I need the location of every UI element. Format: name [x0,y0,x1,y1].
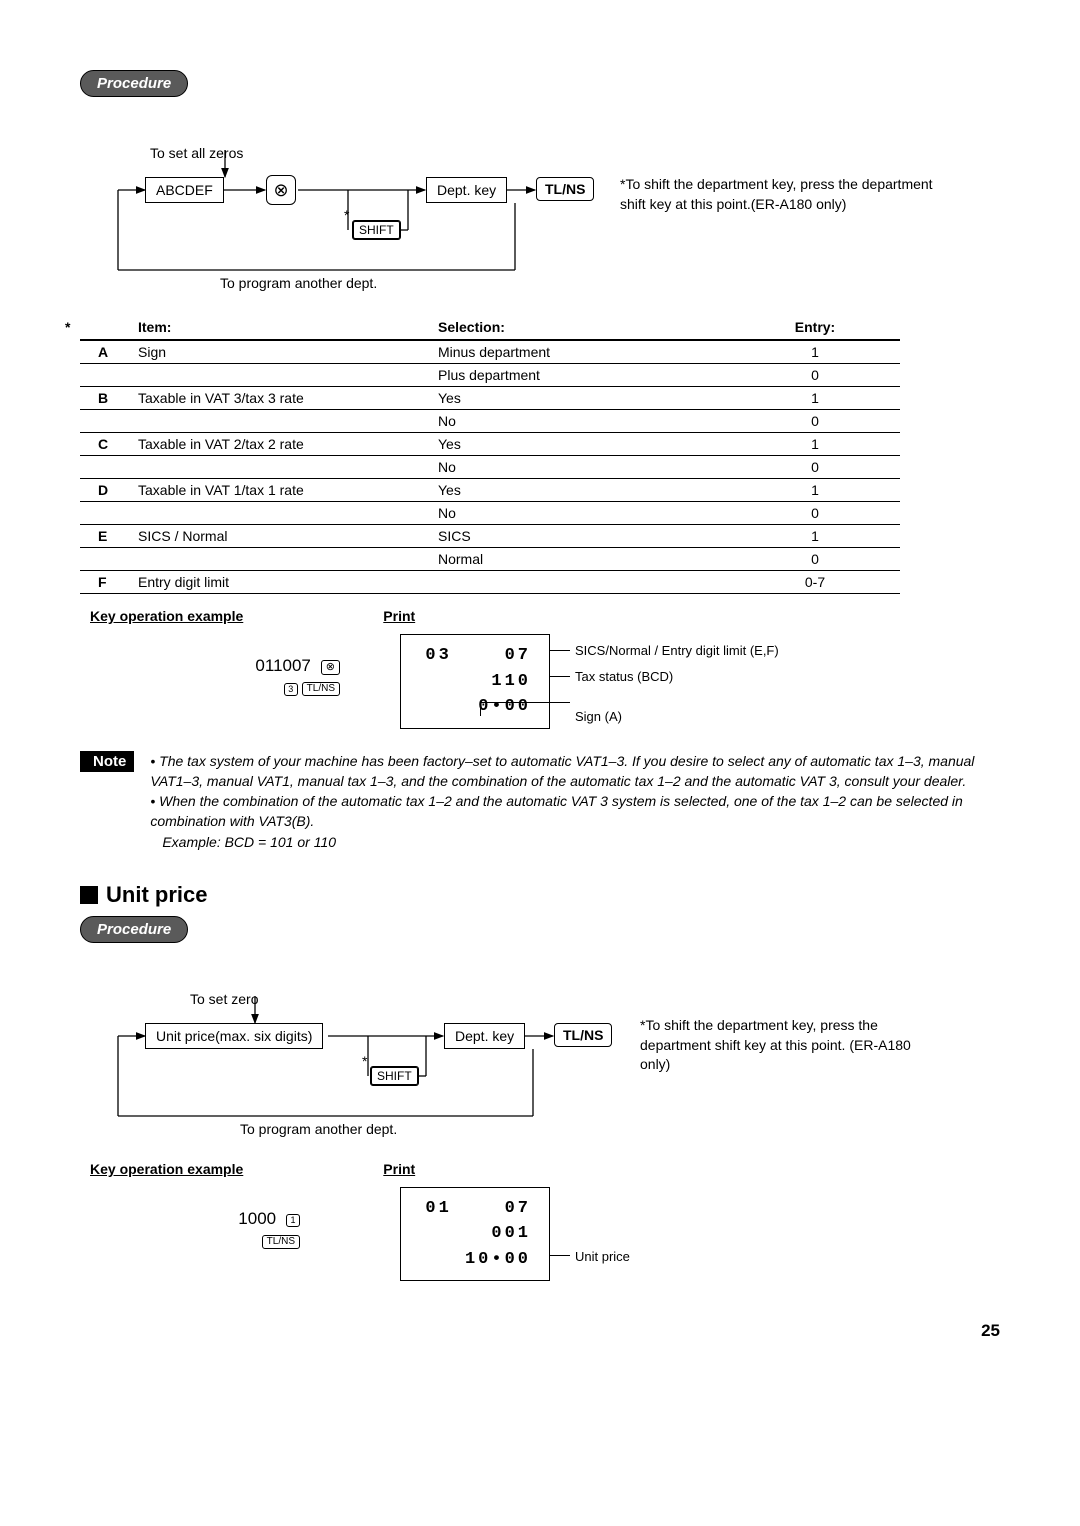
mini-sub-key-2: 1 [286,1214,300,1227]
table-row: FEntry digit limit0-7 [80,571,900,594]
table-row: No0 [80,502,900,525]
dept-key-box-2: Dept. key [444,1023,525,1049]
note-badge: Note [80,751,134,772]
flow2-top-label: To set zero [190,991,258,1007]
flow2-side-note: *To shift the department key, press the … [640,1016,930,1075]
annot-unit-price: Unit price [575,1249,630,1264]
th-selection: Selection: [430,315,730,340]
print-wrap-2: 01 07 001 10•00 Unit price [400,1187,550,1282]
kox-left-2: 1000 1 TL/NS [80,1187,300,1282]
multiply-key-icon: ⊗ [266,175,296,205]
mini-sub-key: 3 [284,683,298,696]
annot-ef: SICS/Normal / Entry digit limit (E,F) [575,643,779,658]
flow-side-note: *To shift the department key, press the … [620,175,940,214]
print-line: 03 07 [419,643,531,669]
kox-left-1: 011007 ⊗ 3 TL/NS [80,634,340,729]
dept-key-box: Dept. key [426,177,507,203]
flow2-bottom-label: To program another dept. [240,1121,397,1137]
print-box-1: 03 07 110 0•00 [400,634,550,729]
th-entry: Entry: [730,315,900,340]
item-table: Item: Selection: Entry: ASignMinus depar… [80,315,900,594]
note-body: • The tax system of your machine has bee… [150,751,1000,852]
print-wrap-1: 03 07 110 0•00 SICS/Normal / Entry digit… [400,634,550,729]
table-row: Plus department0 [80,364,900,387]
table-row: ESICS / NormalSICS1 [80,525,900,548]
print-head-2: Print [383,1161,415,1177]
kox-head-2: Key operation example [90,1161,243,1177]
annot-bcd: Tax status (BCD) [575,669,673,684]
table-row: BTaxable in VAT 3/tax 3 rateYes1 [80,387,900,410]
square-bullet-icon [80,886,98,904]
table-row: Normal0 [80,548,900,571]
procedure-badge-2: Procedure [80,916,188,943]
flowchart-2: To set zero Unit price(max. six digits) … [100,961,1000,1141]
mini-multiply-key: ⊗ [321,660,340,675]
procedure-badge: Procedure [80,70,188,97]
shift-key-2: SHIFT [370,1066,419,1086]
print-line: 0•00 [419,694,531,720]
unit-price-title: Unit price [80,882,1000,908]
table-row: DTaxable in VAT 1/tax 1 rateYes1 [80,479,900,502]
table-row: No0 [80,456,900,479]
star-label-2: * [362,1053,367,1069]
flow-bottom-label: To program another dept. [220,275,377,291]
kox-num-2: 1000 [238,1209,276,1228]
kox-num-1: 011007 [255,656,310,675]
print-line: 01 07 [419,1196,531,1222]
flow-top-label: To set all zeros [150,145,243,161]
print-line: 001 [419,1221,531,1247]
table-row: No0 [80,410,900,433]
note-block: Note • The tax system of your machine ha… [80,751,1000,852]
page-number: 25 [80,1321,1000,1341]
kox-head-1: Key operation example [90,608,243,624]
mini-tlns-key-2: TL/NS [262,1235,300,1249]
table-row: ASignMinus department1 [80,341,900,364]
star-label: * [344,207,349,223]
print-box-2: 01 07 001 10•00 [400,1187,550,1282]
print-line: 110 [419,669,531,695]
mini-tlns-key: TL/NS [302,682,340,696]
table-row: CTaxable in VAT 2/tax 2 rateYes1 [80,433,900,456]
flow2-input-box: Unit price(max. six digits) [145,1023,323,1049]
tlns-key-2: TL/NS [554,1023,612,1047]
print-head-1: Print [383,608,415,624]
print-line: 10•00 [419,1247,531,1273]
flowchart-1: To set all zeros ABCDEF ⊗ * SHIFT Dept. … [100,115,1000,295]
flow-input-box: ABCDEF [145,177,224,203]
th-item: Item: [130,315,430,340]
annot-a: Sign (A) [575,709,622,724]
tlns-key: TL/NS [536,177,594,201]
shift-key: SHIFT [352,220,401,240]
